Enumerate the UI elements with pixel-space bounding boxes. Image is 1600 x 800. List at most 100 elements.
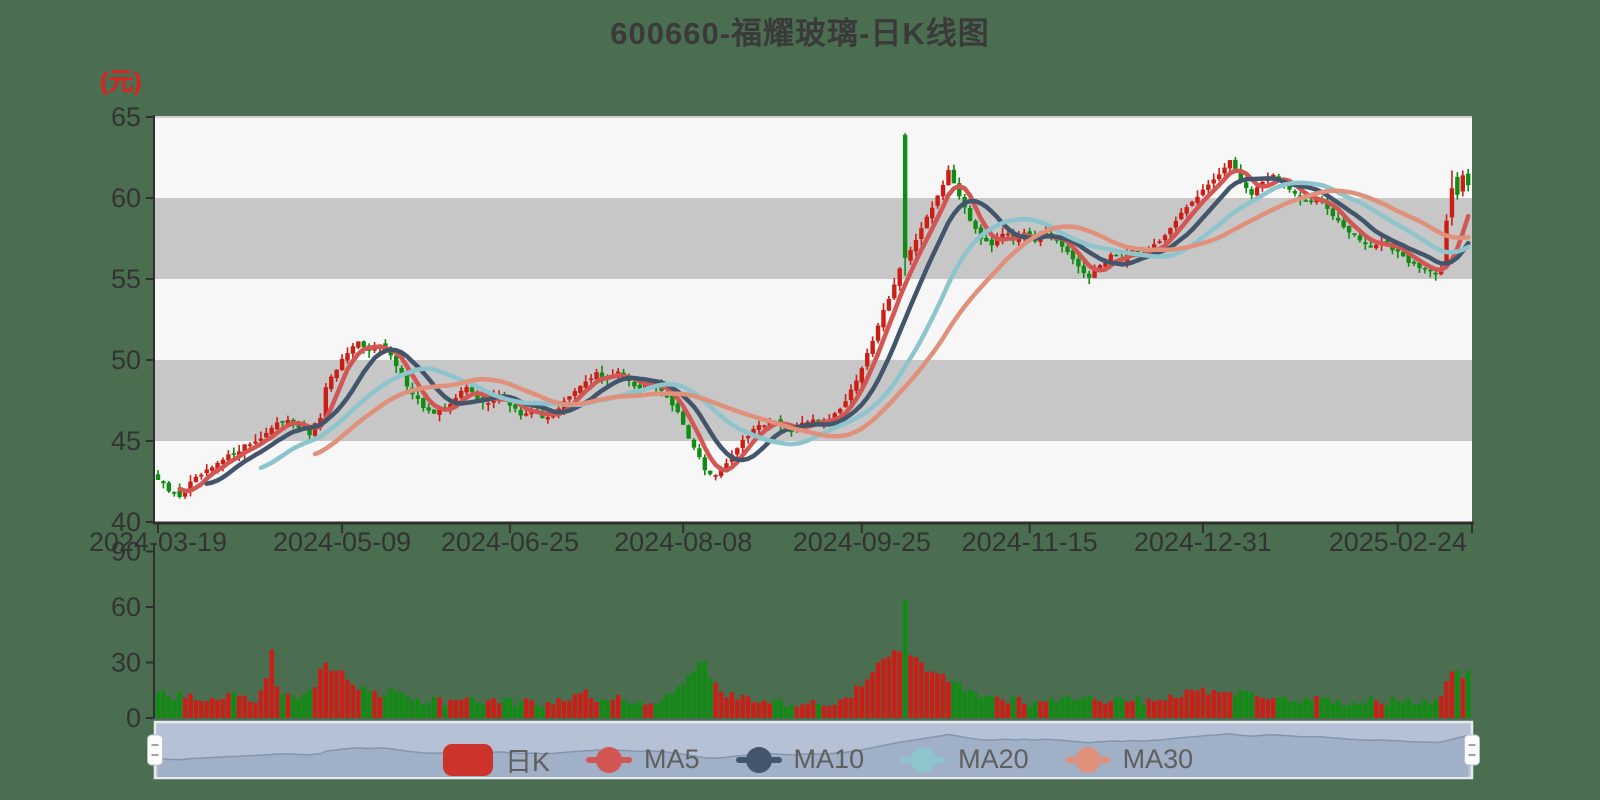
candle-body[interactable] xyxy=(632,381,637,387)
volume-bar[interactable] xyxy=(1151,701,1157,718)
candle-body[interactable] xyxy=(1444,220,1449,265)
candle-body[interactable] xyxy=(323,387,329,417)
volume-bar[interactable] xyxy=(745,696,751,718)
volume-bar[interactable] xyxy=(643,704,648,718)
volume-bar[interactable] xyxy=(1276,697,1281,718)
candle-body[interactable] xyxy=(810,419,816,424)
candle-body[interactable] xyxy=(1076,258,1081,267)
candle-body[interactable] xyxy=(924,216,929,229)
volume-bar[interactable] xyxy=(994,696,1000,718)
volume-bar[interactable] xyxy=(1444,681,1449,718)
candle-body[interactable] xyxy=(193,476,199,483)
volume-bar[interactable] xyxy=(902,600,908,718)
volume-bar[interactable] xyxy=(1103,703,1108,718)
volume-bar[interactable] xyxy=(659,700,664,718)
candle-body[interactable] xyxy=(1081,265,1086,274)
volume-bar[interactable] xyxy=(946,681,951,718)
volume-bar[interactable] xyxy=(377,697,383,718)
volume-bar[interactable] xyxy=(1233,695,1238,718)
candle-body[interactable] xyxy=(1211,179,1216,184)
candle-body[interactable] xyxy=(475,392,480,399)
candle-body[interactable] xyxy=(854,380,859,391)
candle-body[interactable] xyxy=(680,411,686,425)
volume-bar[interactable] xyxy=(1287,701,1292,718)
candle-body[interactable] xyxy=(897,268,902,286)
volume-bar[interactable] xyxy=(881,658,886,718)
ma20-line[interactable] xyxy=(258,180,1471,471)
volume-bar[interactable] xyxy=(1135,696,1141,718)
candle-body[interactable] xyxy=(1271,174,1276,177)
candle-body[interactable] xyxy=(1368,245,1373,248)
volume-bar[interactable] xyxy=(507,697,513,718)
candle-body[interactable] xyxy=(1406,254,1411,263)
volume-bar[interactable] xyxy=(1195,690,1200,718)
volume-bar[interactable] xyxy=(361,686,366,718)
volume-bar[interactable] xyxy=(1146,699,1151,718)
volume-bar[interactable] xyxy=(978,697,984,718)
volume-bar[interactable] xyxy=(1352,702,1357,718)
volume-bar[interactable] xyxy=(296,699,301,718)
candle-body[interactable] xyxy=(1195,196,1200,203)
volume-bar[interactable] xyxy=(984,695,989,718)
candle-body[interactable] xyxy=(908,250,913,261)
volume-bar[interactable] xyxy=(372,690,377,718)
candle-body[interactable] xyxy=(745,436,751,439)
candle-body[interactable] xyxy=(1352,233,1357,235)
candle-body[interactable] xyxy=(372,348,377,351)
volume-bar[interactable] xyxy=(827,706,832,718)
volume-bar[interactable] xyxy=(258,690,264,718)
volume-bar[interactable] xyxy=(1265,699,1271,718)
candle-body[interactable] xyxy=(1411,261,1417,264)
volume-bar[interactable] xyxy=(632,703,637,718)
volume-bar[interactable] xyxy=(1043,701,1049,718)
volume-bar[interactable] xyxy=(816,703,821,718)
volume-bar[interactable] xyxy=(1141,704,1146,718)
candle-body[interactable] xyxy=(1087,273,1092,278)
volume-bar[interactable] xyxy=(1011,696,1016,718)
data-zoom-left-handle[interactable] xyxy=(147,734,163,766)
candle-body[interactable] xyxy=(188,481,193,492)
candle-body[interactable] xyxy=(1005,233,1011,236)
volume-bar[interactable] xyxy=(1065,695,1070,718)
candle-body[interactable] xyxy=(220,459,226,465)
volume-bar[interactable] xyxy=(1406,697,1411,718)
volume-bar[interactable] xyxy=(1460,677,1465,718)
volume-bar[interactable] xyxy=(1455,670,1460,718)
candle-body[interactable] xyxy=(886,298,892,311)
candle-body[interactable] xyxy=(1363,242,1368,245)
candle-body[interactable] xyxy=(399,367,404,375)
volume-bar[interactable] xyxy=(794,706,800,718)
candle-body[interactable] xyxy=(902,134,908,258)
candle-body[interactable] xyxy=(307,428,312,436)
volume-bar[interactable] xyxy=(789,705,794,718)
volume-bar[interactable] xyxy=(356,689,361,718)
candle-body[interactable] xyxy=(285,420,291,424)
volume-bar[interactable] xyxy=(1022,703,1027,718)
candle-body[interactable] xyxy=(756,425,762,430)
candle-body[interactable] xyxy=(247,444,253,446)
candle-body[interactable] xyxy=(1151,244,1157,249)
candle-body[interactable] xyxy=(643,383,648,389)
volume-bar[interactable] xyxy=(345,679,350,718)
candle-body[interactable] xyxy=(919,228,924,239)
volume-bar[interactable] xyxy=(1119,698,1124,718)
volume-bar[interactable] xyxy=(686,674,691,718)
volume-bar[interactable] xyxy=(285,693,291,718)
candle-body[interactable] xyxy=(973,220,978,229)
candle-body[interactable] xyxy=(437,408,442,415)
candle-body[interactable] xyxy=(226,454,231,461)
volume-bar[interactable] xyxy=(778,699,783,718)
candle-body[interactable] xyxy=(848,389,854,401)
ma30-line[interactable] xyxy=(312,188,1471,457)
volume-bar[interactable] xyxy=(751,702,756,718)
volume-bar[interactable] xyxy=(1254,696,1260,718)
legend-item-ma30[interactable]: MA30 xyxy=(1064,744,1193,775)
volume-bar[interactable] xyxy=(458,699,464,718)
candle-body[interactable] xyxy=(724,463,729,470)
candle-body[interactable] xyxy=(892,284,897,299)
candle-body[interactable] xyxy=(1103,261,1108,267)
volume-bar[interactable] xyxy=(280,693,285,718)
candle-body[interactable] xyxy=(242,444,247,453)
volume-bar[interactable] xyxy=(713,682,718,718)
candle-body[interactable] xyxy=(946,170,951,186)
